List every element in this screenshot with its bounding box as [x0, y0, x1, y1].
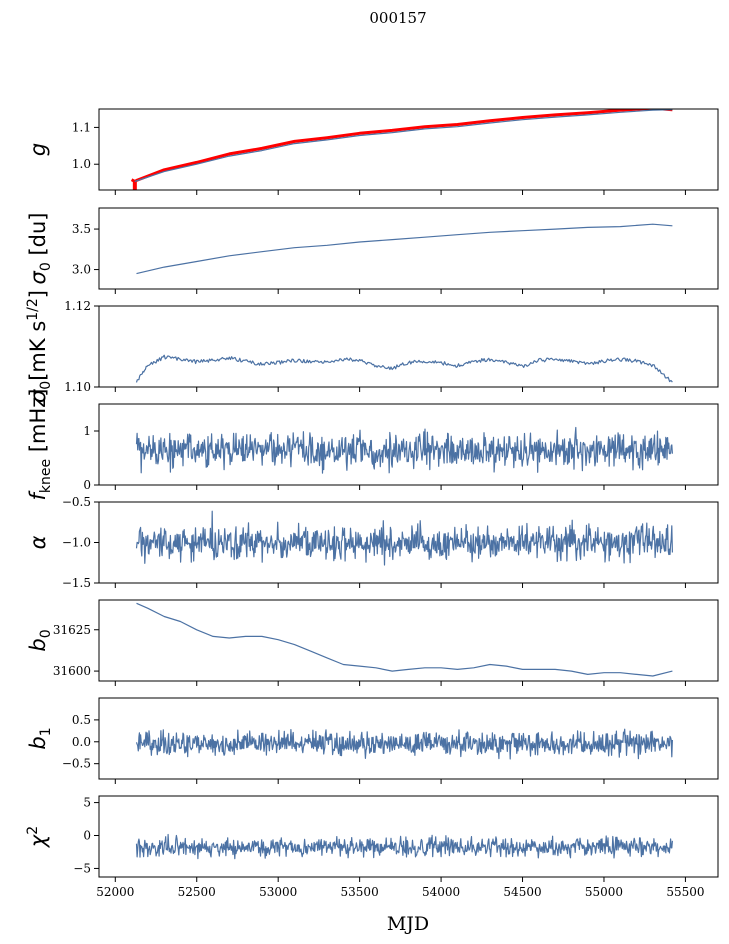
y-tick-label: 0.5: [72, 713, 91, 727]
y-tick-label: 1.1: [72, 120, 91, 134]
y-axis-label-part: [mHz]: [26, 389, 50, 459]
panel-g: 1.0 1.1 g: [26, 108, 719, 195]
y-tick-label: 0.0: [72, 735, 91, 749]
y-axis-label-b0: b0: [26, 629, 54, 651]
series-line-data: [136, 602, 673, 677]
y-axis-label-sigma0_mK: σ0[mK s1/2]: [25, 290, 54, 403]
y-axis-label-g: g: [26, 143, 50, 156]
y-axis-label-part: 1: [38, 727, 54, 736]
panel-alpha: −1.5 −1.0 −0.5 α: [26, 495, 719, 590]
x-tick-label: 54000: [422, 885, 460, 899]
series-line-data: [136, 223, 673, 275]
y-axis-label-part: b: [26, 638, 50, 651]
y-tick-label: 1.12: [64, 299, 91, 313]
series-line-reference: [130, 109, 673, 183]
y-axis-label-part: b: [26, 736, 50, 749]
panel-chi2: −5 0 5 52000 52500 53000 53500 54000 54500 55000 5…: [25, 795, 719, 899]
x-tick-label: 52000: [96, 885, 134, 899]
y-axis-label-part: 0: [38, 381, 54, 390]
x-tick-label: 52500: [178, 885, 216, 899]
series-line-data: [135, 728, 673, 760]
y-axis-label-part: [mK s: [26, 321, 50, 381]
y-axis-label-part: knee: [38, 459, 54, 493]
x-tick-label: 54500: [503, 885, 541, 899]
y-tick-label: 5: [83, 796, 91, 810]
y-tick-label: 31600: [53, 664, 91, 678]
y-tick-label: −5: [73, 861, 91, 875]
y-axis-label-part: χ: [26, 833, 50, 848]
y-tick-label: 3.0: [72, 263, 91, 277]
y-tick-label: −0.5: [62, 495, 91, 509]
x-tick-label: 53500: [341, 885, 379, 899]
y-tick-label: −1.0: [62, 536, 91, 550]
series-line-data: [135, 426, 673, 474]
panel-frame: [98, 108, 719, 191]
y-axis-label-part: σ: [26, 270, 50, 284]
y-tick-label: 1.0: [72, 157, 91, 171]
y-tick-label: 1: [83, 424, 91, 438]
figure-title: 000157: [369, 9, 426, 27]
series-line-data: [135, 833, 673, 860]
y-tick-label: 3.5: [72, 222, 91, 236]
y-axis-label-chi2: χ2: [25, 826, 50, 848]
y-tick-label: 0: [83, 829, 91, 843]
panel-b1: −0.5 0.0 0.5 b1: [26, 697, 719, 784]
panel-sigma0_mK: 1.10 1.12 σ0[mK s1/2]: [25, 290, 719, 403]
panel-sigma0_du: 3.0 3.5 σ0 [du]: [26, 207, 719, 294]
y-axis-label-part: 0: [38, 262, 54, 271]
y-tick-label: 1.10: [64, 380, 91, 394]
y-tick-label: −1.5: [62, 576, 91, 590]
y-axis-label-alpha: α: [26, 535, 50, 549]
y-axis-label-sigma0_du: σ0 [du]: [26, 213, 54, 285]
series-line-data: [135, 510, 673, 566]
y-tick-label: 0: [83, 478, 91, 492]
panel-frame: [98, 207, 719, 290]
y-axis-label-part: ]: [26, 290, 50, 298]
panel-frame: [98, 599, 719, 682]
y-axis-label-fknee: fknee [mHz]: [26, 389, 54, 501]
panel-fknee: 0 1 fknee [mHz]: [26, 389, 719, 501]
y-axis-label-part: f: [26, 489, 50, 500]
y-axis-label-part: [du]: [26, 213, 50, 263]
x-axis-label: MJD: [387, 913, 429, 935]
panel-frame: [98, 305, 719, 388]
panel-frame: [98, 697, 719, 780]
x-tick-label: 55000: [585, 885, 623, 899]
y-tick-label: −0.5: [62, 757, 91, 771]
panel-frame: [98, 795, 719, 878]
x-tick-label: 55500: [666, 885, 704, 899]
y-tick-label: 31625: [53, 623, 91, 637]
y-axis-label-part: 2: [25, 826, 41, 835]
series-line-data: [134, 109, 673, 183]
y-axis-label-part: σ: [26, 389, 50, 403]
y-axis-label-part: 1/2: [25, 298, 41, 321]
y-axis-label-b1: b1: [26, 727, 54, 749]
panel-frame: [98, 403, 719, 486]
series-line-data: [135, 354, 673, 383]
x-tick-label: 53000: [259, 885, 297, 899]
y-axis-label-part: 0: [38, 629, 54, 638]
